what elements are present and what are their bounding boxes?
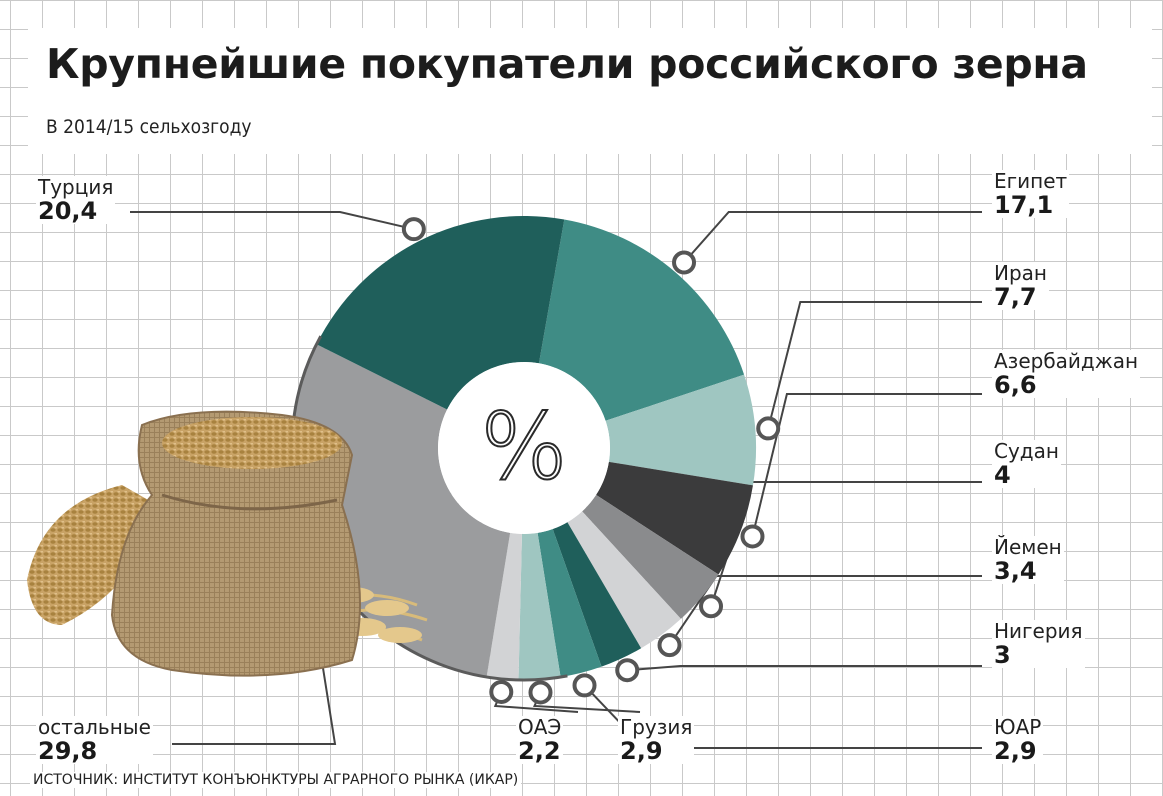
slice-label-name: остальные (36, 715, 153, 739)
slice-label-3: Судан 4 (992, 440, 1061, 488)
leader-line-1 (767, 301, 982, 429)
slice-label-name: ОАЭ (516, 715, 564, 739)
slice-label-name: Турция (36, 175, 116, 199)
slice-label-value: 2,2 (516, 738, 564, 764)
slice-label-value: 20,4 (36, 198, 116, 224)
slice-label-name: Нигерия (992, 619, 1085, 643)
percent-symbol: % (480, 393, 567, 500)
slice-marker-1 (756, 416, 781, 441)
slice-label-name: Иран (992, 261, 1049, 285)
slice-label-value: 29,8 (36, 738, 153, 764)
leader-line-5 (627, 665, 982, 672)
slice-marker-3 (699, 594, 724, 619)
slice-label-name: Египет (992, 169, 1070, 193)
slice-label-name: Грузия (618, 715, 695, 739)
slice-label-value: 2,9 (992, 738, 1044, 764)
slice-label-4: Йемен 3,4 (992, 536, 1064, 584)
slice-marker-4 (657, 633, 682, 658)
slice-marker-8 (489, 679, 514, 704)
slice-marker-0 (672, 250, 697, 275)
leader-line-10 (130, 211, 415, 231)
slice-7 (518, 532, 561, 680)
slice-label-name: Йемен (992, 535, 1064, 559)
slice-label-10: Турция 20,4 (36, 175, 116, 224)
slice-label-name: ЮАР (992, 715, 1044, 739)
slice-label-9: остальные 29,8 (36, 716, 153, 764)
slice-label-value: 7,7 (992, 284, 1049, 310)
slice-2 (596, 461, 753, 575)
slice-8 (486, 532, 522, 680)
slice-label-value: 3 (992, 642, 1085, 668)
source-note: ИСТОЧНИК: ИНСТИТУТ КОНЪЮНКТУРЫ АГРАРНОГО… (30, 772, 522, 788)
slice-5 (552, 522, 642, 667)
slice-label-value: 2,9 (618, 738, 695, 764)
slice-label-name: Азербайджан (992, 349, 1141, 373)
header-panel (28, 28, 1152, 154)
slice-marker-10 (401, 217, 426, 242)
slice-marker-2 (740, 524, 765, 549)
slice-label-value: 3,4 (992, 558, 1064, 584)
slice-label-6: ЮАР 2,9 (992, 715, 1044, 764)
slice-label-5: Нигерия 3 (992, 620, 1085, 668)
slice-label-name: Судан (992, 439, 1061, 463)
grain-sack-illustration (27, 410, 428, 677)
slice-label-2: Азербайджан 6,6 (992, 349, 1141, 398)
slice-label-value: 6,6 (992, 372, 1141, 398)
slice-label-0: Египет 17,1 (992, 169, 1070, 218)
slice-4 (567, 511, 681, 649)
slice-marker-5 (615, 658, 640, 683)
slice-0 (538, 219, 745, 421)
slice-10 (316, 216, 565, 410)
slice-marker-7 (528, 680, 553, 705)
chart-title: Крупнейшие покупатели российского зерна (46, 40, 1088, 88)
donut-hole (438, 362, 610, 534)
slice-1 (605, 374, 756, 486)
slice-6 (537, 529, 602, 678)
leader-line-0 (683, 211, 982, 264)
slice-label-value: 17,1 (992, 192, 1070, 218)
slice-label-8: ОАЭ 2,2 (516, 715, 564, 764)
leader-line-2 (751, 393, 982, 537)
slice-marker-6 (572, 673, 597, 698)
slice-3 (582, 494, 719, 619)
chart-subtitle: В 2014/15 сельхозгоду (46, 116, 252, 138)
slice-label-1: Иран 7,7 (992, 262, 1049, 310)
slice-label-value: 4 (992, 462, 1061, 488)
slice-label-7: Грузия 2,9 (618, 715, 695, 764)
